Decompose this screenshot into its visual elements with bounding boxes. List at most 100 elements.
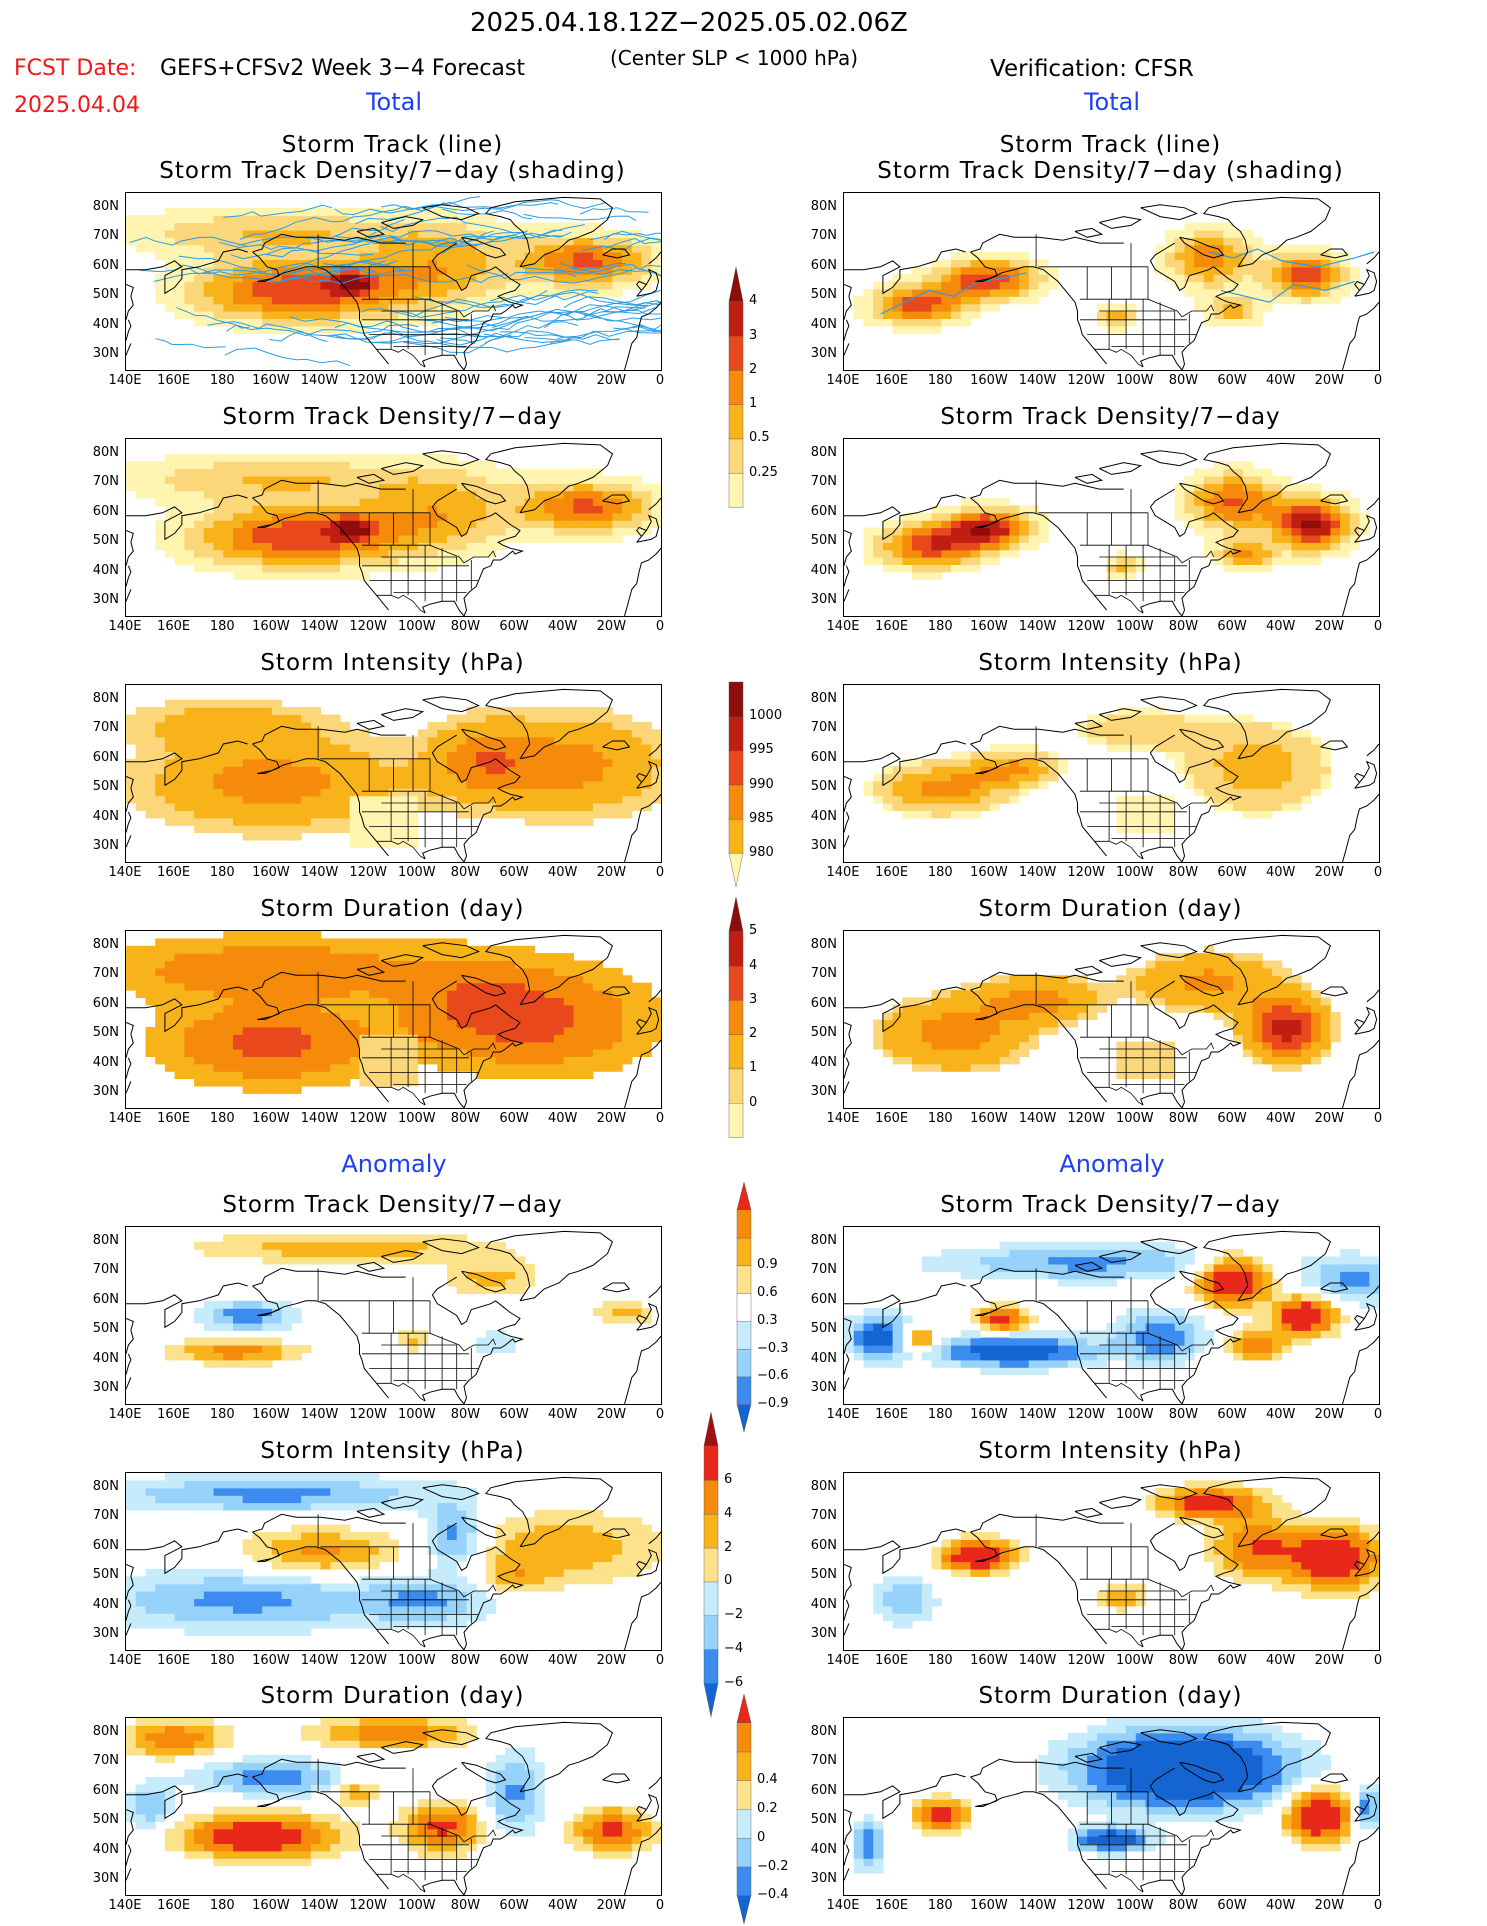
shade-cell — [282, 953, 292, 961]
shade-cell — [1321, 520, 1331, 528]
shade-cell — [204, 1071, 214, 1079]
shade-cell — [233, 1005, 243, 1013]
shade-cell — [535, 788, 545, 796]
shade-cell — [447, 1034, 457, 1042]
shade-cell — [214, 476, 224, 484]
shade-cell — [340, 454, 350, 462]
shade-cell — [184, 535, 194, 543]
shade-cell — [350, 751, 360, 759]
shade-cell — [1175, 751, 1185, 759]
shade-cell — [1223, 483, 1233, 491]
shade-cell — [873, 1034, 883, 1042]
shade-cell — [418, 759, 428, 767]
shade-cell — [428, 1012, 438, 1020]
shade-cell — [554, 961, 564, 969]
shade-cell — [155, 296, 165, 304]
shade-cell — [398, 476, 408, 484]
shade-cell — [457, 542, 467, 550]
shade-cell — [233, 230, 243, 238]
shade-cell — [360, 997, 370, 1005]
shade-cell — [262, 833, 272, 841]
shade-cell — [505, 810, 515, 818]
shade-cell — [204, 1005, 214, 1013]
shade-cell — [184, 304, 194, 312]
shade-cell — [922, 796, 932, 804]
shade-cell — [603, 1027, 613, 1035]
shade-cell — [262, 1020, 272, 1028]
lon-tick-label: 20W — [589, 373, 633, 388]
shade-cell — [535, 707, 545, 715]
shade-cell — [282, 542, 292, 550]
shade-cell — [214, 1012, 224, 1020]
shade-cell — [408, 803, 418, 811]
shade-cell — [912, 304, 922, 312]
shade-cell — [350, 1071, 360, 1079]
shade-cell — [1292, 550, 1302, 558]
shade-cell — [1204, 528, 1214, 536]
shade-cell — [980, 1027, 990, 1035]
shade-cell — [165, 707, 175, 715]
shade-cell — [544, 520, 554, 528]
shade-cell — [554, 1042, 564, 1050]
shade-cell — [321, 968, 331, 976]
shade-cell — [233, 931, 243, 939]
shade-cell — [136, 975, 146, 983]
shade-cell — [912, 1005, 922, 1013]
shade-cell — [535, 722, 545, 730]
shade-cell — [360, 781, 370, 789]
shade-cell — [603, 237, 613, 245]
shade-cell — [1292, 267, 1302, 275]
shade-cell — [922, 1064, 932, 1072]
shade-cell — [360, 513, 370, 521]
shade-cell — [873, 557, 883, 565]
shade-cell — [175, 1056, 185, 1064]
shade-cell — [961, 535, 971, 543]
shade-cell — [554, 476, 564, 484]
shade-cell — [583, 230, 593, 238]
shade-cell — [1136, 729, 1146, 737]
shade-cell — [515, 1027, 525, 1035]
shade-cell — [1019, 528, 1029, 536]
shade-cell — [262, 1027, 272, 1035]
shade-cell — [146, 997, 156, 1005]
shade-cell — [340, 818, 350, 826]
shade-cell — [291, 528, 301, 536]
shade-cell — [1146, 729, 1156, 737]
shade-cell — [146, 476, 156, 484]
shade-cell — [486, 535, 496, 543]
shade-cell — [146, 230, 156, 238]
map-canvas — [126, 685, 661, 862]
shade-cell — [165, 252, 175, 260]
shade-cell — [321, 535, 331, 543]
shade-cell — [214, 983, 224, 991]
shade-cell — [1233, 245, 1243, 253]
lon-tick-label: 140W — [298, 1111, 342, 1126]
shade-cell — [574, 788, 584, 796]
shade-cell — [1282, 483, 1292, 491]
shade-cell — [243, 968, 253, 976]
shade-cell — [854, 304, 864, 312]
shade-cell — [428, 1027, 438, 1035]
shade-cell — [971, 1005, 981, 1013]
shade-cell — [1194, 304, 1204, 312]
lon-tick-label: 100W — [395, 1111, 439, 1126]
shade-cell — [574, 505, 584, 513]
shade-cell — [214, 223, 224, 231]
shade-cell — [184, 744, 194, 752]
shade-cell — [243, 766, 253, 774]
shade-cell — [593, 1064, 603, 1072]
shade-cell — [1311, 542, 1321, 550]
shade-cell — [253, 788, 263, 796]
shade-cell — [330, 572, 340, 580]
shade-cell — [583, 528, 593, 536]
shade-cell — [184, 454, 194, 462]
shade-cell — [369, 1027, 379, 1035]
shade-cell — [389, 498, 399, 506]
shade-cell — [321, 774, 331, 782]
shade-cell — [398, 1027, 408, 1035]
shade-cell — [564, 1042, 574, 1050]
shade-cell — [612, 788, 622, 796]
shade-cell — [447, 997, 457, 1005]
shade-cell — [951, 1027, 961, 1035]
shade-cell — [214, 781, 224, 789]
